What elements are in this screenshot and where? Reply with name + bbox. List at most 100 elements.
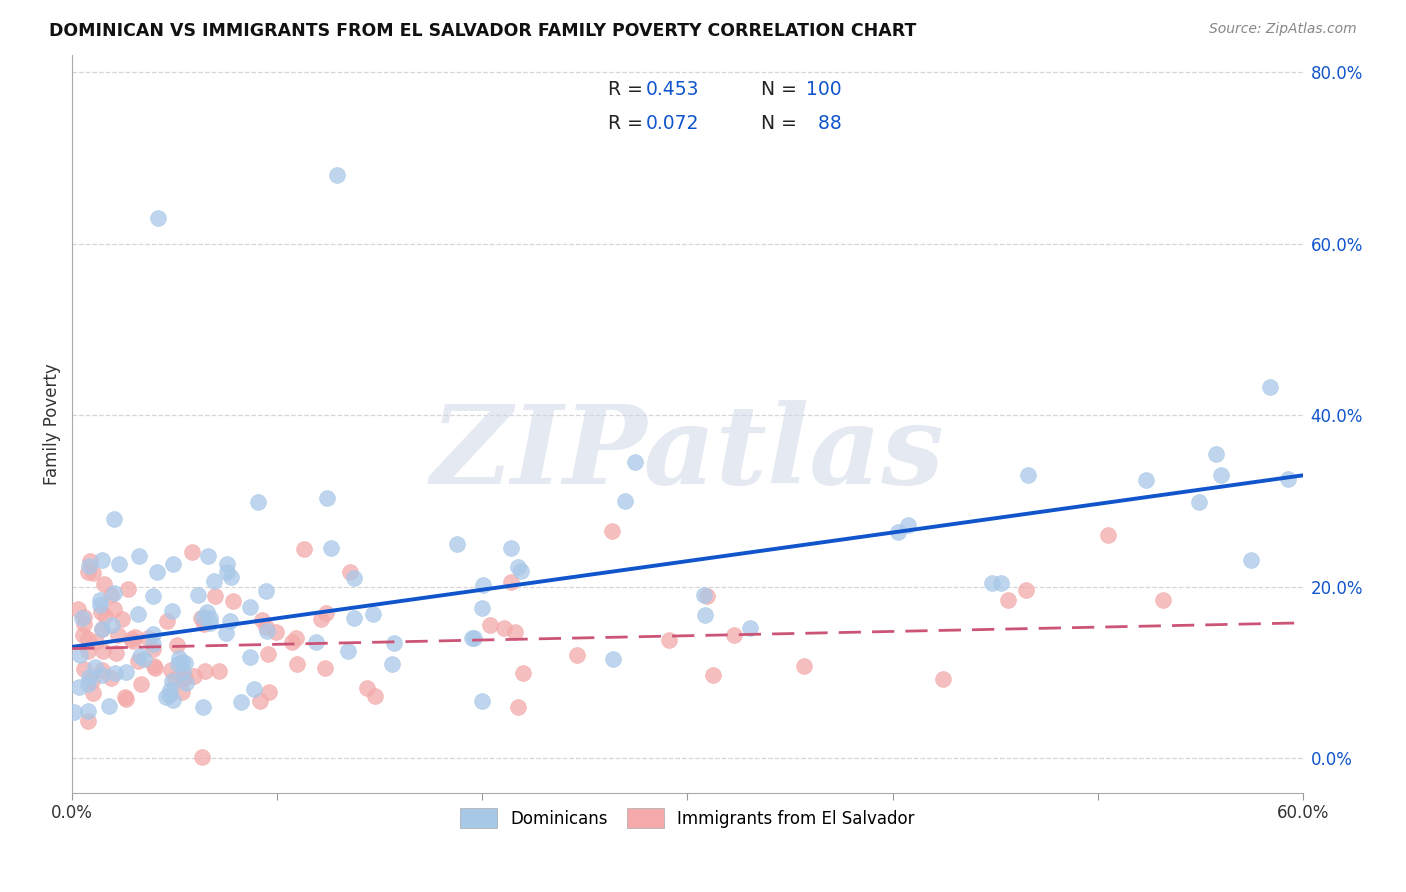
Point xyxy=(202,574,225,588)
Point xyxy=(208,664,231,678)
Point xyxy=(63,705,86,719)
Point xyxy=(624,455,647,469)
Point xyxy=(193,616,215,631)
Point xyxy=(222,594,245,608)
Point xyxy=(165,672,187,686)
Point xyxy=(91,622,114,636)
Point xyxy=(309,612,332,626)
Point xyxy=(111,612,134,626)
Point xyxy=(254,584,277,599)
Point xyxy=(120,632,142,646)
Point xyxy=(70,611,93,625)
Point xyxy=(73,609,96,624)
Point xyxy=(315,491,337,506)
Point xyxy=(191,609,214,624)
Point xyxy=(506,700,529,714)
Point xyxy=(693,588,716,602)
Point xyxy=(143,658,166,673)
Point xyxy=(69,648,91,662)
Point xyxy=(887,524,910,539)
Point xyxy=(94,608,117,623)
Point xyxy=(90,605,112,619)
Point xyxy=(67,680,90,694)
Point xyxy=(159,682,181,697)
Point xyxy=(381,657,404,672)
Point xyxy=(740,621,762,635)
Point xyxy=(127,607,149,622)
Point xyxy=(1015,582,1038,597)
Point xyxy=(471,601,494,615)
Point xyxy=(114,691,136,706)
Point xyxy=(183,669,205,683)
Point xyxy=(128,549,150,564)
Point xyxy=(1209,468,1232,483)
Point xyxy=(658,632,681,647)
Point xyxy=(219,569,242,583)
Point xyxy=(174,657,197,671)
Point xyxy=(162,558,184,572)
Point xyxy=(1152,593,1174,607)
Point xyxy=(285,657,308,671)
Point xyxy=(246,494,269,508)
Point xyxy=(142,642,165,657)
Point xyxy=(198,611,221,625)
Point xyxy=(1017,468,1039,483)
Point xyxy=(76,632,98,646)
Point xyxy=(1240,553,1263,567)
Point xyxy=(83,659,105,673)
Point xyxy=(695,607,717,622)
Point xyxy=(215,558,238,572)
Point xyxy=(127,654,149,668)
Point xyxy=(100,588,122,602)
Point xyxy=(343,611,366,625)
Point xyxy=(305,635,328,649)
Point xyxy=(343,571,366,585)
Point xyxy=(77,704,100,718)
Point xyxy=(187,588,209,602)
Point xyxy=(77,643,100,657)
Point xyxy=(506,560,529,574)
Point xyxy=(191,700,214,714)
Point xyxy=(614,494,637,508)
Point xyxy=(169,651,191,665)
Point xyxy=(93,577,115,591)
Point xyxy=(980,576,1002,591)
Point xyxy=(142,637,165,651)
Point xyxy=(364,689,387,703)
Text: DOMINICAN VS IMMIGRANTS FROM EL SALVADOR FAMILY POVERTY CORRELATION CHART: DOMINICAN VS IMMIGRANTS FROM EL SALVADOR… xyxy=(49,22,917,40)
Point xyxy=(172,665,194,679)
Point xyxy=(114,690,136,704)
Point xyxy=(132,652,155,666)
Point xyxy=(499,541,522,555)
Point xyxy=(1277,472,1299,486)
Point xyxy=(103,602,125,616)
Point xyxy=(281,635,304,649)
Point xyxy=(215,625,238,640)
Point xyxy=(932,673,955,687)
Point xyxy=(204,589,226,603)
Point xyxy=(478,617,501,632)
Point xyxy=(100,671,122,685)
Y-axis label: Family Poverty: Family Poverty xyxy=(44,363,60,484)
Point xyxy=(129,677,152,691)
Point xyxy=(242,682,264,697)
Point xyxy=(124,630,146,644)
Point xyxy=(505,625,527,640)
Point xyxy=(146,565,169,579)
Point xyxy=(264,624,287,639)
Point xyxy=(146,211,169,225)
Point xyxy=(315,606,337,620)
Point xyxy=(1188,495,1211,509)
Point xyxy=(990,576,1012,591)
Point xyxy=(191,750,214,764)
Point xyxy=(499,575,522,590)
Point xyxy=(337,644,360,658)
Point xyxy=(325,168,347,182)
Point xyxy=(1205,447,1227,461)
Point xyxy=(195,606,218,620)
Point xyxy=(174,676,197,690)
Point xyxy=(103,512,125,526)
Point xyxy=(256,624,278,639)
Point xyxy=(105,646,128,660)
Point xyxy=(239,599,262,614)
